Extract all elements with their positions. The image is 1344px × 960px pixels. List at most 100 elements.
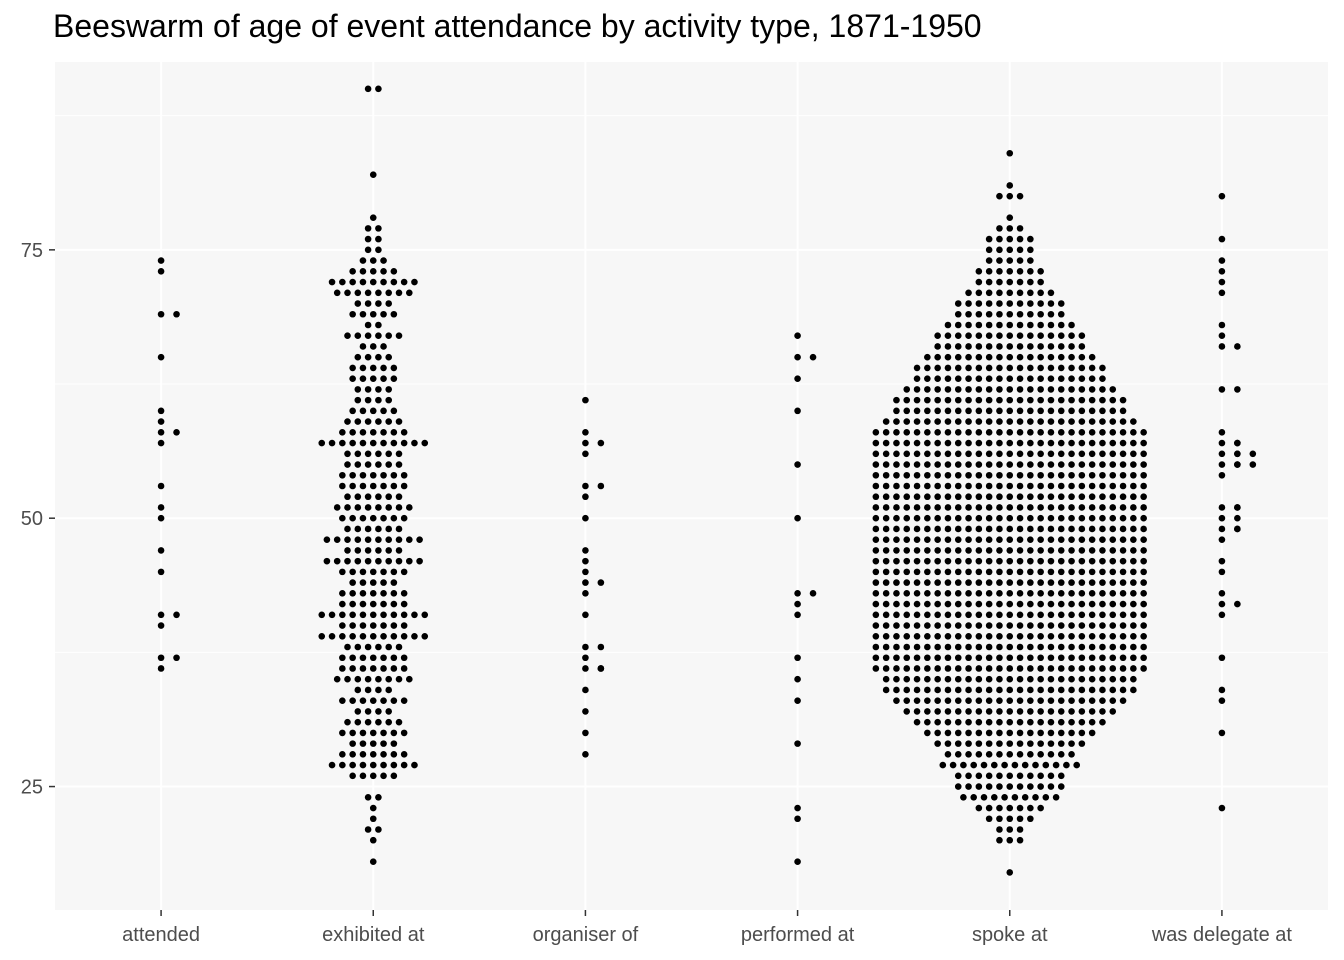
data-point (369, 429, 377, 436)
data-point (794, 461, 801, 468)
data-point (1016, 772, 1024, 780)
data-point (364, 332, 372, 340)
data-point (975, 514, 983, 522)
data-point (985, 450, 993, 458)
data-point (1068, 504, 1075, 511)
data-point (1037, 493, 1044, 501)
data-point (1109, 418, 1117, 425)
data-point (1016, 353, 1024, 361)
data-point (1088, 600, 1096, 608)
data-point (157, 407, 165, 415)
data-point (944, 622, 952, 629)
data-point (421, 611, 429, 619)
data-point (913, 525, 921, 533)
data-point (934, 665, 941, 672)
data-point (934, 708, 941, 715)
data-point (975, 579, 983, 586)
data-point (954, 590, 962, 597)
data-point (1047, 310, 1055, 318)
data-point (913, 396, 921, 404)
data-point (913, 547, 921, 554)
data-point (913, 568, 921, 576)
data-point (157, 504, 165, 511)
data-point (349, 772, 356, 780)
data-point (1140, 665, 1147, 672)
data-point (954, 504, 962, 511)
data-point (975, 482, 983, 490)
data-point (1218, 697, 1226, 704)
data-point (1006, 783, 1014, 790)
data-point (1016, 536, 1024, 543)
data-point (364, 493, 372, 501)
data-point (1109, 461, 1117, 468)
data-point (369, 804, 377, 812)
data-point (1037, 611, 1044, 619)
data-point (1218, 461, 1226, 468)
data-point (913, 708, 921, 715)
data-point (934, 418, 941, 425)
data-point (893, 536, 900, 543)
data-point (913, 514, 921, 522)
data-point (794, 858, 801, 865)
data-point (1130, 547, 1137, 554)
data-point (1016, 246, 1024, 254)
data-point (385, 353, 393, 361)
data-point (1234, 386, 1241, 393)
data-point (1119, 590, 1127, 597)
data-point (893, 686, 900, 694)
data-point (913, 590, 921, 597)
data-point (944, 632, 952, 640)
data-point (1099, 429, 1106, 436)
data-point (1037, 461, 1044, 468)
data-point (903, 600, 911, 608)
data-point (1057, 665, 1065, 672)
data-point (934, 343, 941, 350)
data-point (985, 268, 993, 275)
data-point (794, 353, 801, 361)
data-point (970, 793, 977, 801)
data-point (1016, 579, 1024, 586)
data-point (913, 654, 921, 662)
data-point (944, 461, 952, 468)
data-point (1037, 675, 1044, 683)
data-point (1068, 332, 1075, 340)
data-point (985, 439, 993, 447)
data-point (1088, 375, 1096, 382)
data-point (349, 471, 356, 479)
data-point (944, 729, 952, 737)
data-point (349, 751, 356, 758)
data-point (1037, 300, 1044, 307)
data-point (349, 407, 356, 415)
data-point (903, 697, 911, 704)
data-point (1057, 557, 1065, 565)
data-point (996, 525, 1003, 533)
data-point (975, 622, 983, 629)
data-point (1037, 643, 1044, 651)
data-point (349, 740, 356, 747)
data-point (924, 665, 931, 672)
data-point (1119, 547, 1127, 554)
data-point (975, 461, 983, 468)
data-point (375, 300, 382, 307)
data-point (318, 439, 326, 447)
data-point (934, 557, 941, 565)
data-point (1057, 504, 1065, 511)
data-point (582, 686, 589, 694)
data-point (1078, 396, 1086, 404)
data-point (903, 611, 911, 619)
data-point (1068, 396, 1075, 404)
data-point (157, 514, 165, 522)
data-point (1078, 665, 1086, 672)
data-point (1088, 482, 1096, 490)
data-point (1099, 622, 1106, 629)
data-point (1078, 514, 1086, 522)
data-point (1011, 793, 1019, 801)
data-point (364, 235, 372, 243)
data-point (934, 547, 941, 554)
data-point (996, 804, 1003, 812)
data-point (1140, 643, 1147, 651)
data-point (893, 590, 900, 597)
data-point (1088, 729, 1096, 737)
data-point (1068, 514, 1075, 522)
data-point (954, 493, 962, 501)
